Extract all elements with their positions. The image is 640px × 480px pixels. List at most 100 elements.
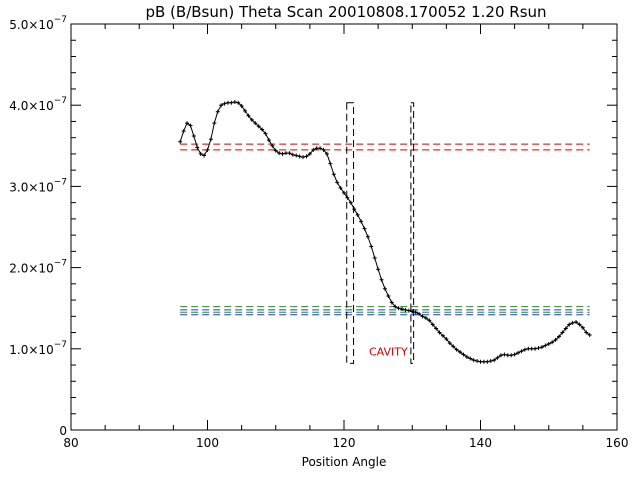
data-point [331,172,336,177]
data-point [280,151,285,156]
data-point [263,131,268,136]
cavity-boxes [346,102,415,364]
data-point [526,346,531,351]
data-point [410,309,415,314]
data-point [191,134,196,139]
data-point [232,99,237,104]
data-point [321,147,326,152]
data-point [427,318,432,323]
x-tick-label: 100 [196,436,219,450]
data-point [574,320,579,325]
x-tick-label: 140 [469,436,492,450]
data-point [454,347,459,352]
data-point [434,326,439,331]
data-point [444,337,449,342]
data-point [328,161,333,166]
data-point [447,341,452,346]
y-tick-label: 5.0×10−7 [9,15,67,32]
chart-title: pB (B/Bsun) Theta Scan 20010808.170052 1… [145,3,546,21]
data-point [260,127,265,132]
data-point [546,341,551,346]
data-point [396,306,401,311]
data-point [516,350,521,355]
data-point [403,307,408,312]
data-point [464,354,469,359]
data-point [498,353,503,358]
data-point [266,138,271,143]
data-point [178,139,183,144]
data-point [533,346,538,351]
data-point [536,345,541,350]
data-point [417,311,422,316]
data-point [195,145,200,150]
data-point [556,334,561,339]
cavity-box [346,102,355,364]
data-point [478,359,483,364]
plot-frame [70,23,618,431]
data-point [297,154,302,159]
data-point [492,358,497,363]
data-point [584,330,589,335]
data-point [181,129,186,134]
data-point [488,358,493,363]
data-point [256,124,261,129]
data-point [324,151,329,156]
data-point [236,100,241,105]
data-point [382,286,387,291]
data-point [185,121,190,126]
data-point [563,326,568,331]
data-point [519,349,524,354]
data-point [352,207,357,212]
data-point [458,350,463,355]
data-point [229,100,234,105]
data-point [283,151,288,156]
data-point [550,340,555,345]
data-point [543,343,548,348]
data-point [413,310,418,315]
data-point [342,190,346,195]
data-point [376,267,381,272]
data-point [249,117,254,122]
x-axis-label: Position Angle [302,455,387,469]
y-tick-label: 2.0×10−7 [9,259,67,276]
data-point [243,108,248,113]
y-tick-label: 0 [59,424,67,438]
data-point [461,352,466,357]
data-point [400,307,405,312]
data-point [386,294,391,299]
data-point [393,304,398,309]
x-axis-ticks: 80 100 120 140 160 [63,24,628,450]
data-point [338,186,343,191]
data-point [369,244,374,249]
data-point [287,151,292,156]
cavity-box [410,102,415,364]
data-point [505,353,510,358]
data-point [437,330,442,335]
data-point [222,101,227,106]
data-point [560,330,565,335]
data-point [495,355,500,360]
data-point [335,180,340,185]
data-point [311,147,316,152]
data-point [219,103,224,108]
data-point [389,300,394,305]
y-axis-ticks: 0 1.0×10−7 2.0×10−7 3.0×10−7 4.0×10−7 5.0×10−… [9,15,617,438]
data-point [301,155,306,160]
data-point [208,137,213,142]
y-tick-label: 3.0×10−7 [9,177,67,194]
data-point [423,315,428,320]
data-point [212,121,217,126]
x-tick-label: 80 [63,436,78,450]
y-tick-label: 4.0×10−7 [9,96,67,113]
data-point [345,195,350,200]
data-point [522,347,527,352]
data-point [430,322,435,327]
data-point [570,320,575,325]
data-point [273,148,278,153]
data-point [485,359,490,364]
data-point [379,277,384,282]
series-line [179,101,590,363]
data-point [580,325,585,330]
data-point [406,308,411,313]
